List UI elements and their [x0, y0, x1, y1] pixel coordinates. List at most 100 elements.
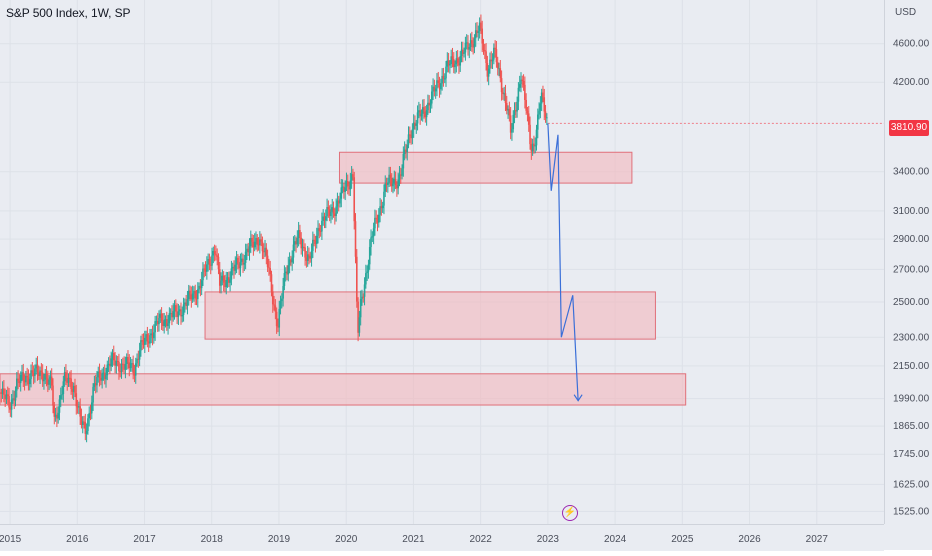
year-tick-label: 2020 — [335, 534, 358, 545]
candle-body — [443, 78, 446, 80]
candle-body — [119, 371, 122, 373]
candle-body — [445, 66, 447, 79]
candle-body — [131, 363, 133, 365]
candle-body — [486, 63, 489, 77]
candles — [0, 14, 884, 443]
candle-body — [430, 91, 433, 104]
candle-body — [141, 340, 144, 342]
candle-body — [261, 241, 264, 252]
candle-body — [284, 271, 287, 274]
candle-body — [110, 358, 112, 367]
candle-body — [159, 313, 162, 318]
candle-body — [128, 362, 131, 369]
candle-body — [527, 113, 530, 125]
candle-body — [155, 321, 158, 323]
candle-body — [375, 217, 377, 219]
candle-body — [178, 309, 181, 312]
candle-body — [344, 187, 346, 192]
projection-path[interactable] — [547, 123, 583, 402]
year-tick-label: 2022 — [470, 534, 493, 545]
candle-body — [230, 268, 233, 280]
candle-body — [314, 240, 317, 244]
candle-body — [427, 102, 429, 111]
candle-body — [522, 80, 525, 85]
candle-body — [467, 42, 469, 50]
candle-body — [438, 82, 441, 90]
candle-body — [242, 258, 244, 265]
candle-body — [70, 378, 72, 389]
candle-body — [0, 392, 3, 394]
candle-body — [536, 114, 539, 130]
candle-body — [88, 412, 91, 419]
candle-body — [323, 216, 326, 221]
candle-body — [115, 361, 118, 366]
candle-body — [414, 122, 416, 126]
candle-body — [50, 376, 53, 386]
candle-body — [526, 110, 529, 114]
price-tick-label: 1865.00 — [893, 421, 930, 432]
candle-body — [45, 374, 48, 379]
candle-body — [535, 129, 538, 146]
candle-body — [129, 363, 132, 369]
candle-body — [56, 414, 58, 419]
candle-body — [423, 107, 425, 112]
candle-body — [112, 353, 115, 361]
candle-body — [512, 114, 515, 130]
candle-body — [75, 393, 78, 407]
candle-body — [260, 239, 262, 242]
candle-body — [420, 113, 423, 117]
candle-body — [379, 206, 381, 215]
candle-body — [533, 143, 535, 146]
candle-body — [102, 372, 105, 374]
candle-body — [437, 80, 440, 83]
candle-body — [9, 407, 12, 410]
candle-body — [150, 333, 153, 336]
candle-body — [32, 372, 35, 376]
candle-body — [140, 340, 142, 351]
candle-body — [134, 363, 137, 376]
candle-body — [116, 361, 119, 363]
candle-body — [235, 257, 238, 265]
year-tick-label: 2024 — [604, 534, 627, 545]
candle-body — [310, 250, 313, 259]
lightning-bolt-icon[interactable]: ⚡ — [562, 505, 578, 521]
support-zones[interactable] — [0, 151, 687, 406]
candle-body — [383, 191, 385, 206]
candle-body — [133, 373, 136, 376]
candle-body — [8, 396, 10, 408]
candle-body — [471, 40, 473, 44]
candle-body — [114, 360, 116, 366]
candle-body — [57, 412, 59, 419]
candle-body — [124, 363, 127, 370]
candle-body — [22, 372, 25, 381]
time-axis[interactable]: 2015 2016 2017 2018 2019 2020 2021 2022 2023 2024… — [0, 524, 884, 551]
candle-body — [319, 230, 322, 232]
candle-body — [483, 50, 486, 52]
candle-body — [524, 84, 526, 100]
candle-body — [406, 144, 409, 153]
candle-body — [485, 51, 487, 64]
candle-body — [442, 75, 445, 79]
candle-body — [328, 209, 331, 216]
candle-body — [4, 394, 6, 400]
price-axis[interactable]: 1525.00 1625.00 1745.00 1865.00 1990.00 2150.… — [884, 0, 932, 524]
candle-body — [474, 30, 477, 39]
candle-body — [499, 68, 502, 79]
candle-body — [452, 58, 455, 68]
candle-body — [505, 102, 508, 111]
candle-body — [318, 228, 321, 231]
candle-body — [225, 279, 228, 288]
candle-body — [450, 56, 452, 65]
candle-body — [546, 117, 548, 119]
candle-body — [25, 375, 27, 383]
candle-body — [153, 332, 155, 339]
candle-body — [36, 364, 39, 373]
candle-body — [436, 80, 438, 89]
projection-line — [547, 123, 579, 401]
candle-body — [243, 262, 246, 265]
candle-body — [419, 110, 421, 117]
candle-body — [368, 247, 371, 265]
candle-body — [265, 247, 268, 256]
